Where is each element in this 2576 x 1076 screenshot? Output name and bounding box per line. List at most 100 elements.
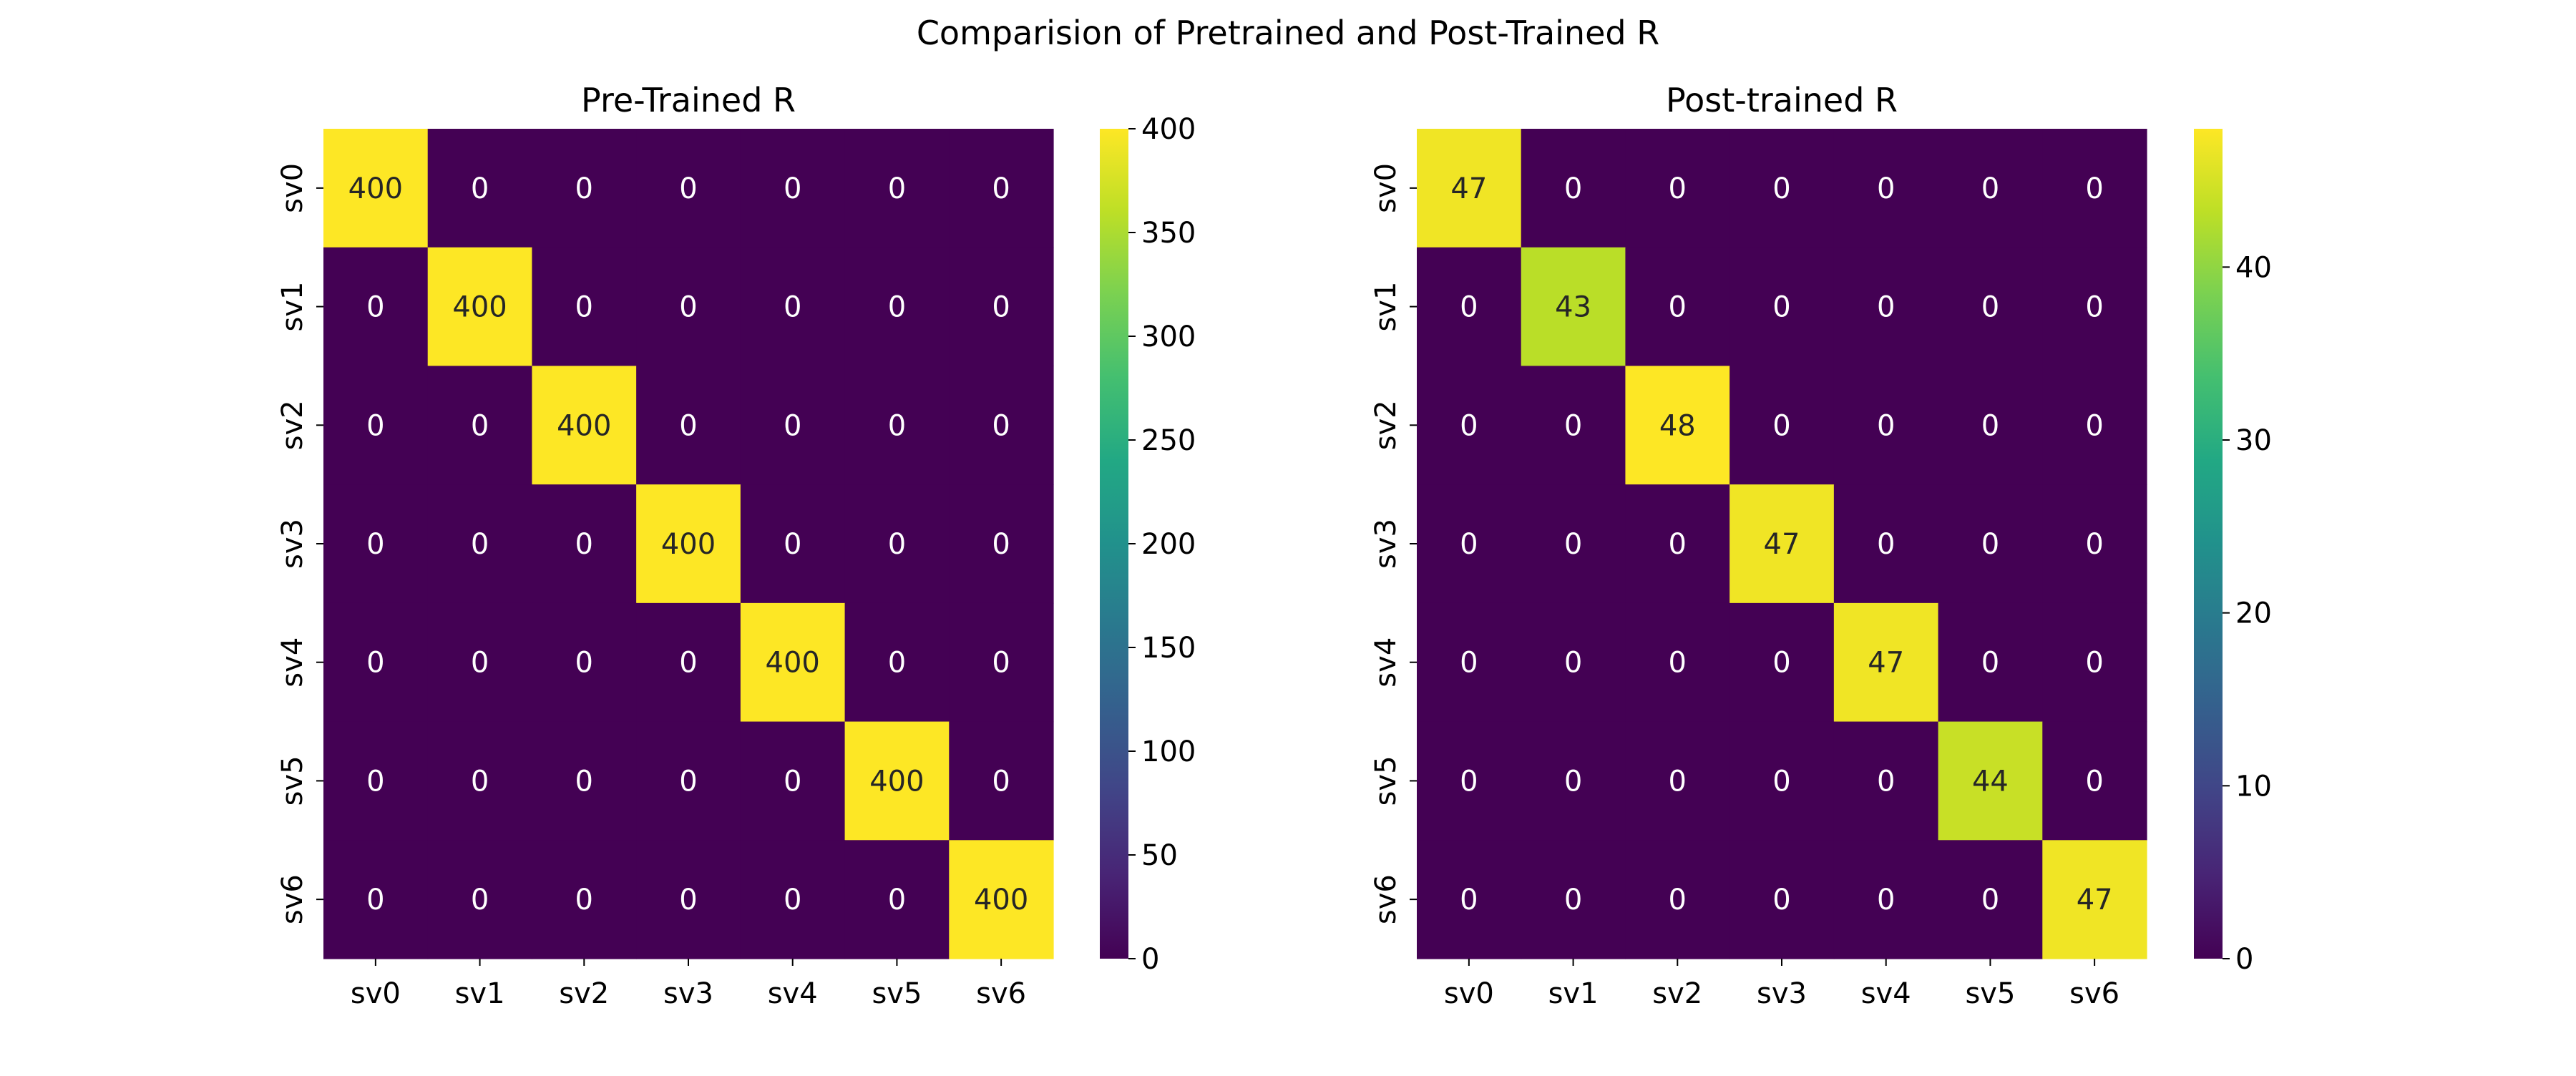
- heatmap-cell: [1417, 129, 1522, 248]
- x-tick-label: sv1: [1548, 977, 1599, 1010]
- heatmap-cell: [1729, 129, 1835, 248]
- cell-value-label: 0: [679, 884, 697, 916]
- cell-value-label: 0: [366, 765, 384, 798]
- colorbar-tick-label: 400: [1141, 113, 1196, 146]
- cell-value-label: 0: [1564, 884, 1582, 916]
- cell-value-label: 0: [1564, 528, 1582, 561]
- cell-value-label: 0: [1460, 409, 1478, 442]
- cell-value-label: 0: [679, 291, 697, 324]
- cell-value-label: 0: [1669, 647, 1687, 680]
- heatmap-cell: [740, 840, 846, 959]
- y-tick-label: sv6: [276, 874, 309, 924]
- heatmap-cell: [1833, 247, 1939, 367]
- y-tick-label: sv0: [276, 163, 309, 213]
- cell-value-label: 0: [784, 172, 801, 205]
- heatmap-cell: [323, 840, 429, 959]
- heatmap-cell: [1833, 602, 1939, 723]
- cell-value-label: 0: [366, 647, 384, 680]
- heatmap-cell: [2042, 484, 2147, 604]
- x-tick-label: sv0: [1444, 977, 1494, 1010]
- heatmap-cell: [323, 366, 429, 485]
- colorbar-tick-label: 30: [2235, 424, 2272, 457]
- y-tick-label: sv4: [276, 637, 309, 688]
- x-tick-label: sv3: [1757, 977, 1807, 1010]
- cell-value-label: 0: [784, 409, 801, 442]
- heatmap-cell: [1417, 840, 1522, 959]
- x-tick-label: sv5: [1965, 977, 2015, 1010]
- heatmap-cell: [1417, 366, 1522, 485]
- cell-value-label: 0: [1669, 291, 1687, 324]
- heatmap-cell: [1938, 247, 2043, 367]
- colorbar-tick-label: 10: [2235, 770, 2272, 803]
- heatmap-cell: [427, 721, 533, 841]
- heatmap-cell: [740, 484, 846, 604]
- colorbar-tick-label: 200: [1141, 528, 1196, 561]
- cell-value-label: 47: [1868, 647, 1904, 680]
- heatmap-cell: [636, 366, 741, 485]
- heatmap-cell: [636, 840, 741, 959]
- heatmap-cell: [844, 484, 950, 604]
- heatmap-cell: [949, 247, 1054, 367]
- cell-value-label: 0: [575, 647, 593, 680]
- cell-value-label: 0: [1669, 765, 1687, 798]
- cell-value-label: 0: [575, 528, 593, 561]
- cell-value-label: 0: [1772, 291, 1790, 324]
- cell-value-label: 0: [992, 409, 1010, 442]
- cell-value-label: 0: [1669, 528, 1687, 561]
- x-tick-label: sv2: [559, 977, 609, 1010]
- cell-value-label: 0: [1772, 409, 1790, 442]
- heatmap-cell: [427, 247, 533, 367]
- cell-value-label: 0: [366, 884, 384, 916]
- cell-value-label: 0: [1877, 884, 1895, 916]
- heatmap-cell: [427, 366, 533, 485]
- heatmap-cell: [532, 366, 637, 485]
- panel-title: Post-trained R: [1666, 81, 1898, 119]
- cell-value-label: 0: [1772, 172, 1790, 205]
- heatmap-cell: [1833, 129, 1939, 248]
- cell-value-label: 0: [575, 884, 593, 916]
- heatmap-cell: [740, 129, 846, 248]
- heatmap-cell: [532, 721, 637, 841]
- heatmap-cell: [323, 247, 429, 367]
- heatmap-cell: [1625, 247, 1730, 367]
- cell-value-label: 0: [888, 884, 906, 916]
- heatmap-cell: [323, 484, 429, 604]
- cell-value-label: 0: [1877, 409, 1895, 442]
- heatmap-cell: [427, 484, 533, 604]
- panel-title: Pre-Trained R: [581, 81, 796, 119]
- heatmap-cell: [1417, 484, 1522, 604]
- cell-value-label: 47: [2077, 884, 2113, 916]
- y-tick-label: sv5: [1370, 755, 1402, 806]
- colorbar-tick-label: 0: [1141, 943, 1159, 976]
- cell-value-label: 0: [1460, 884, 1478, 916]
- cell-value-label: 0: [1669, 884, 1687, 916]
- heatmap-cell: [1625, 721, 1730, 841]
- cell-value-label: 0: [2085, 528, 2103, 561]
- cell-value-label: 0: [1877, 291, 1895, 324]
- heatmap-cell: [1729, 721, 1835, 841]
- cell-value-label: 400: [766, 647, 820, 680]
- cell-value-label: 0: [1772, 884, 1790, 916]
- heatmap-cell: [1938, 366, 2043, 485]
- heatmap-cell: [1625, 840, 1730, 959]
- heatmap-cell: [2042, 721, 2147, 841]
- heatmap-cell: [532, 602, 637, 723]
- colorbar-tick-label: 0: [2235, 943, 2253, 976]
- colorbar-tick-label: 350: [1141, 217, 1196, 250]
- heatmap-cell: [1521, 602, 1626, 723]
- heatmap-cell: [1833, 366, 1939, 485]
- cell-value-label: 48: [1659, 409, 1696, 442]
- cell-value-label: 0: [1981, 409, 1999, 442]
- cell-value-label: 0: [471, 647, 489, 680]
- y-tick-label: sv3: [276, 519, 309, 569]
- heatmap-cell: [844, 840, 950, 959]
- heatmap-cell: [844, 366, 950, 485]
- heatmap-cell: [1833, 484, 1939, 604]
- heatmap-cell: [1521, 721, 1626, 841]
- heatmap-cell: [740, 366, 846, 485]
- cell-value-label: 400: [869, 765, 924, 798]
- heatmap-cell: [2042, 840, 2147, 959]
- heatmap-cell: [740, 247, 846, 367]
- heatmap-cell: [844, 721, 950, 841]
- heatmap-cell: [1729, 840, 1835, 959]
